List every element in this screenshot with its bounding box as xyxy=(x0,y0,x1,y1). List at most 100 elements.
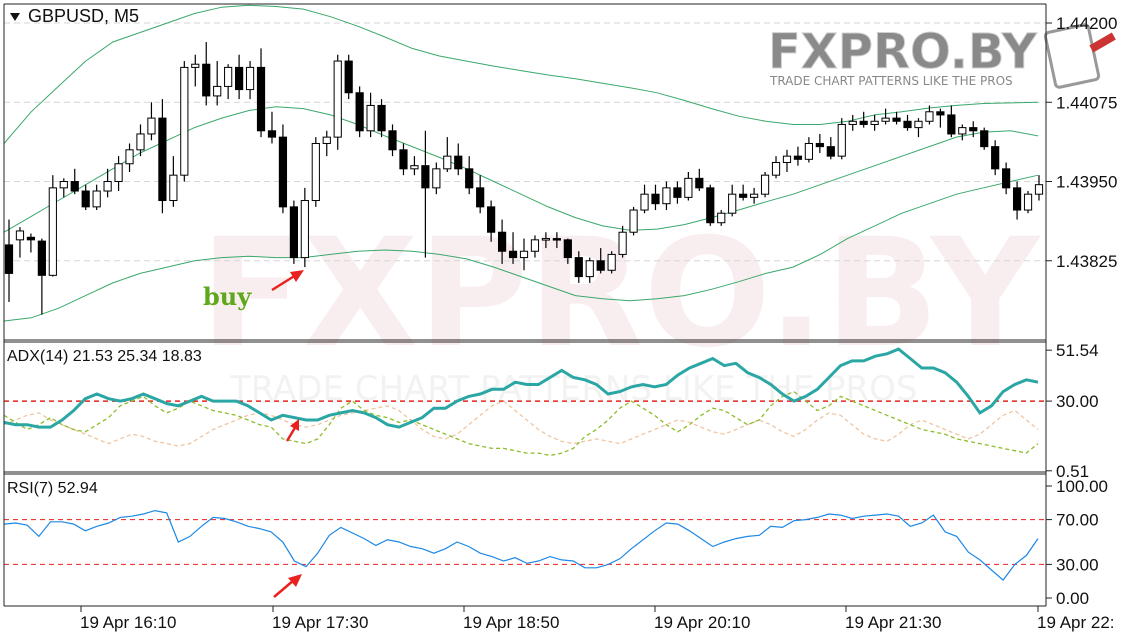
candle-body[interactable] xyxy=(355,92,364,132)
candle-body[interactable] xyxy=(728,193,737,214)
candle-body[interactable] xyxy=(541,238,551,241)
candle-body[interactable] xyxy=(300,200,309,259)
candle-body[interactable] xyxy=(947,114,956,135)
candle-body[interactable] xyxy=(37,240,46,276)
candle-body[interactable] xyxy=(191,63,200,68)
candle-body[interactable] xyxy=(925,111,934,122)
candle-body[interactable] xyxy=(344,60,353,94)
candle-body[interactable] xyxy=(563,239,572,259)
price-panel[interactable]: 1.44200 1.44075 1.43950 1.43825 xyxy=(3,4,1117,322)
candle-body[interactable] xyxy=(1023,193,1033,211)
candle-body[interactable] xyxy=(322,136,331,144)
candle-body[interactable] xyxy=(432,168,441,189)
candle-body[interactable] xyxy=(782,155,792,163)
candle-body[interactable] xyxy=(596,260,605,271)
candle-body[interactable] xyxy=(892,117,901,122)
candle-body[interactable] xyxy=(793,155,803,160)
candle-body[interactable] xyxy=(969,127,978,132)
candle-body[interactable] xyxy=(739,193,748,198)
candle-body[interactable] xyxy=(958,127,967,135)
candle-body[interactable] xyxy=(399,149,408,170)
candle-body[interactable] xyxy=(760,174,770,195)
candle-body[interactable] xyxy=(771,161,781,176)
candle-body[interactable] xyxy=(421,165,430,189)
candle-body[interactable] xyxy=(651,193,660,205)
candle-body[interactable] xyxy=(1034,184,1044,195)
candle-body[interactable] xyxy=(443,155,452,170)
candle-body[interactable] xyxy=(695,177,704,189)
candle-body[interactable] xyxy=(125,149,134,165)
candle-body[interactable] xyxy=(1012,187,1022,211)
candle-body[interactable] xyxy=(706,187,715,224)
candle-body[interactable] xyxy=(476,187,485,208)
candle-body[interactable] xyxy=(4,244,14,274)
candle-body[interactable] xyxy=(256,66,266,132)
candle-body[interactable] xyxy=(673,187,682,198)
candle-body[interactable] xyxy=(607,253,616,271)
candle-body[interactable] xyxy=(377,104,386,132)
candle-body[interactable] xyxy=(136,133,145,151)
candle-body[interactable] xyxy=(267,130,277,138)
candle-body[interactable] xyxy=(618,231,627,255)
candle-body[interactable] xyxy=(465,168,474,189)
candle-body[interactable] xyxy=(870,120,879,125)
candle-body[interactable] xyxy=(881,117,890,122)
candle-body[interactable] xyxy=(15,230,25,241)
candle-body[interactable] xyxy=(574,257,583,278)
candle-body[interactable] xyxy=(684,177,693,198)
candle-body[interactable] xyxy=(848,120,857,125)
candle-body[interactable] xyxy=(169,174,178,202)
candle-body[interactable] xyxy=(147,117,156,135)
candle-body[interactable] xyxy=(180,66,189,176)
candle-body[interactable] xyxy=(826,146,835,157)
candle-body[interactable] xyxy=(245,66,255,91)
candle-body[interactable] xyxy=(936,111,945,116)
candle-body[interactable] xyxy=(59,181,68,189)
candle-body[interactable] xyxy=(552,238,561,241)
candle-body[interactable] xyxy=(980,130,989,148)
candle-body[interactable] xyxy=(859,120,868,125)
candle-body[interactable] xyxy=(530,239,540,252)
candle-body[interactable] xyxy=(717,212,726,224)
candle-body[interactable] xyxy=(629,209,638,233)
candle-body[interactable] xyxy=(640,193,649,211)
candle-body[interactable] xyxy=(388,130,397,151)
candle-body[interactable] xyxy=(410,165,419,170)
candle-body[interactable] xyxy=(454,155,463,170)
candle-body[interactable] xyxy=(815,142,824,148)
candle-body[interactable] xyxy=(235,66,244,91)
candle-body[interactable] xyxy=(585,260,594,278)
candle-body[interactable] xyxy=(497,231,507,252)
candle-body[interactable] xyxy=(487,206,496,233)
candle-body[interactable] xyxy=(311,142,320,202)
candle-body[interactable] xyxy=(224,66,233,87)
candle-body[interactable] xyxy=(26,236,36,241)
candle-body[interactable] xyxy=(333,60,342,138)
candle-body[interactable] xyxy=(903,120,912,129)
rsi-panel[interactable]: 100.00 70.00 30.00 0.00 xyxy=(3,477,1108,608)
candle-body[interactable] xyxy=(519,250,529,259)
candle-body[interactable] xyxy=(48,187,57,276)
candle-body[interactable] xyxy=(278,136,288,208)
candle-body[interactable] xyxy=(804,142,813,160)
candle-body[interactable] xyxy=(92,190,101,208)
candle-body[interactable] xyxy=(103,181,112,192)
candle-body[interactable] xyxy=(750,193,759,198)
dropdown-triangle-icon[interactable] xyxy=(10,13,20,21)
candle-body[interactable] xyxy=(289,206,298,259)
candle-body[interactable] xyxy=(914,120,923,129)
candle-body[interactable] xyxy=(366,104,375,132)
candle-body[interactable] xyxy=(1002,168,1011,189)
candle-body[interactable] xyxy=(213,85,222,97)
adx-panel[interactable]: 51.54 30.00 0.51 xyxy=(3,341,1099,481)
candle-body[interactable] xyxy=(837,123,846,157)
candle-body[interactable] xyxy=(991,146,1000,170)
candle-body[interactable] xyxy=(202,63,211,97)
candle-body[interactable] xyxy=(114,163,123,183)
candle-body[interactable] xyxy=(158,117,167,202)
candle-body[interactable] xyxy=(81,190,90,208)
candle-body[interactable] xyxy=(508,250,518,259)
candle-body[interactable] xyxy=(662,187,671,205)
candle-body[interactable] xyxy=(70,181,79,192)
